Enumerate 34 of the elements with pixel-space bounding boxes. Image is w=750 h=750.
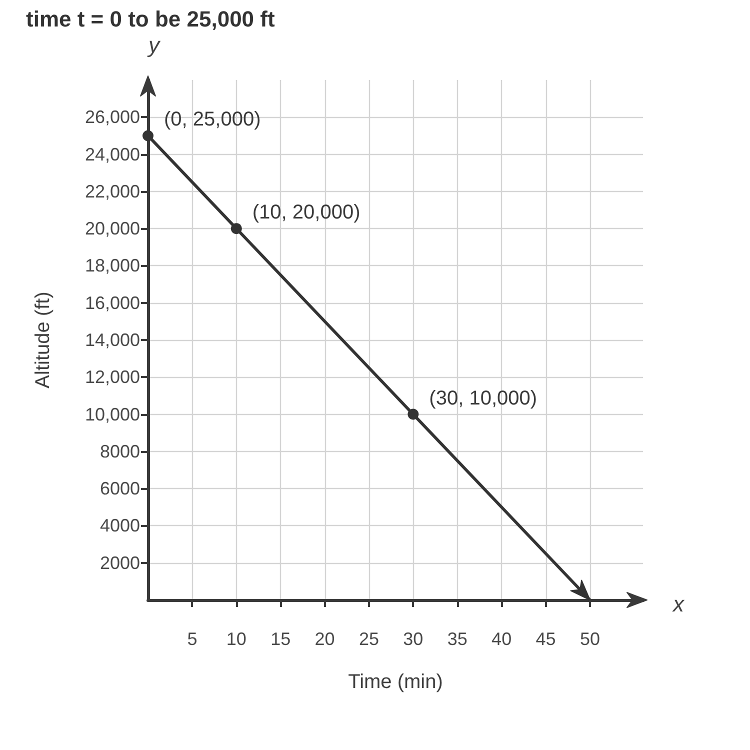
annotation: (30, 10,000) <box>429 387 538 410</box>
x-tick-label: 15 <box>270 629 291 649</box>
y-tick-label: 8000 <box>100 441 140 462</box>
point <box>230 223 242 234</box>
annotation: (0, 25,000) <box>164 108 261 131</box>
x-tick-label: 25 <box>358 629 379 649</box>
y-tick-label: 14,000 <box>84 330 140 350</box>
y-tick-label: 18,000 <box>84 256 140 276</box>
y-axis-title: Altitude (ft) <box>32 292 54 388</box>
x-tick-label: 30 <box>403 629 424 649</box>
y-tick-label: 26,000 <box>84 107 140 128</box>
point <box>408 408 419 420</box>
x-tick-label: 5 <box>187 629 198 649</box>
x-tick-label: 50 <box>580 629 600 649</box>
y-tick-label: 2000 <box>100 552 140 573</box>
y-tick-label: 6000 <box>100 478 140 499</box>
text: time t = 0 to be 25,000 ft <box>26 6 276 32</box>
annotation: (10, 20,000) <box>252 202 360 224</box>
y-tick-label: 22,000 <box>84 181 140 202</box>
x-tick-label: 35 <box>447 629 468 649</box>
y-tick-label: 20,000 <box>84 218 140 239</box>
text: y <box>146 32 162 58</box>
x-tick-label: 20 <box>314 629 335 649</box>
x-tick-label: 40 <box>492 629 512 649</box>
y-tick-label: 24,000 <box>84 144 140 164</box>
text: x <box>672 592 685 616</box>
point <box>142 130 154 142</box>
x-tick-label: 10 <box>226 629 246 649</box>
x-tick-label: 45 <box>536 629 556 649</box>
y-tick-label: 16,000 <box>84 292 140 313</box>
y-tick-label: 12,000 <box>84 367 140 388</box>
x-axis-title: Time (min) <box>348 671 443 693</box>
y-tick-label: 4000 <box>100 516 140 536</box>
y-tick-label: 10,000 <box>84 404 140 424</box>
